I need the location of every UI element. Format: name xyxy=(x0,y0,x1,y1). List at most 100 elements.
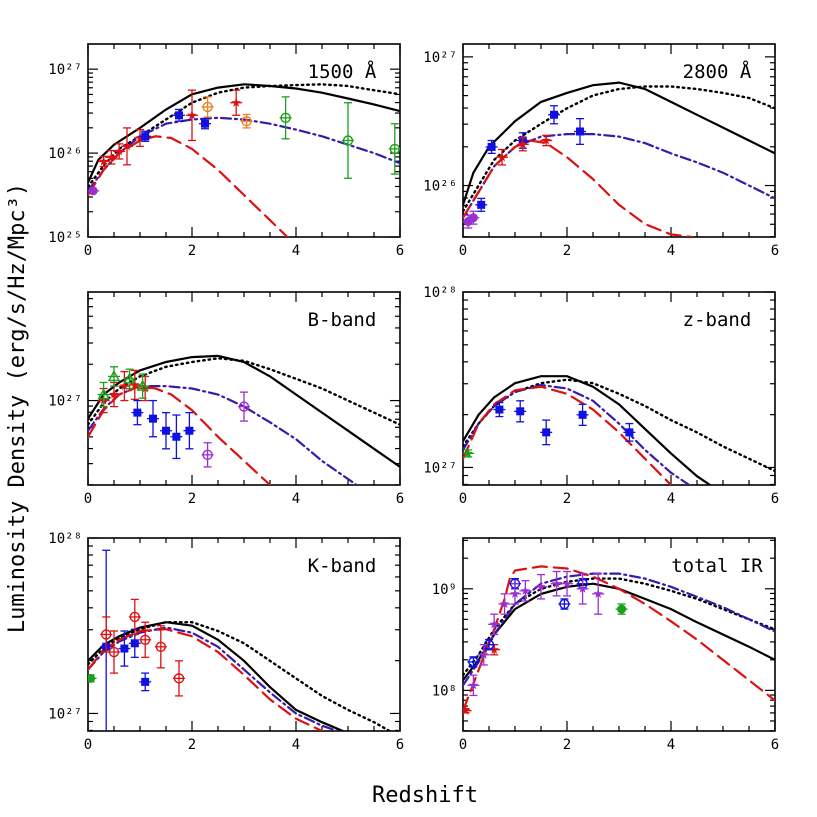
data-point xyxy=(489,644,499,654)
x-tick-label: 2 xyxy=(188,243,196,259)
panel-2: 0 2 4 6 10²⁶ 10²⁷ 2800 Å xyxy=(423,43,779,259)
x-tick-label: 6 xyxy=(771,737,779,753)
panel-5: 0 2 4 6 10²⁷ 10²⁸ K-band xyxy=(48,531,404,753)
model-curves xyxy=(463,375,775,485)
data-point xyxy=(187,110,197,120)
model-curve-dotted xyxy=(88,621,391,731)
data-point xyxy=(479,649,489,659)
data-point xyxy=(625,428,634,437)
data-point xyxy=(108,646,120,658)
panel-title: z-band xyxy=(683,309,752,331)
data-point xyxy=(109,389,119,399)
data-point xyxy=(518,139,528,149)
data-point xyxy=(130,639,139,648)
data-point xyxy=(97,388,110,400)
data-point xyxy=(495,405,504,414)
x-tick-label: 6 xyxy=(396,243,404,259)
model-curve-solid xyxy=(463,81,775,206)
y-tick-label: 10²⁷ xyxy=(48,62,82,78)
model-curve-dashdot xyxy=(88,626,339,731)
panel-title: K-band xyxy=(308,555,377,577)
data-point xyxy=(202,449,213,461)
panel-3: 0 2 4 6 10²⁷ B-band xyxy=(48,291,404,507)
data-point xyxy=(123,372,136,384)
data-point xyxy=(468,656,479,668)
data-point xyxy=(140,383,150,393)
model-curves xyxy=(463,565,775,712)
model-curve-dashdot xyxy=(463,383,692,485)
data-point xyxy=(202,101,213,113)
data-point xyxy=(576,127,584,136)
data-point xyxy=(499,599,510,609)
data-point xyxy=(114,146,124,156)
model-curve-dotted xyxy=(88,83,400,188)
model-curve-dashed xyxy=(463,385,673,485)
data-point xyxy=(106,152,117,162)
x-axis-label: Redshift xyxy=(372,783,478,808)
data-point xyxy=(468,680,479,690)
data-point xyxy=(129,611,141,623)
x-tick-label: 0 xyxy=(84,737,92,753)
x-tick-label: 4 xyxy=(667,243,675,259)
data-point xyxy=(541,135,551,145)
data-point xyxy=(497,152,507,162)
x-tick-label: 4 xyxy=(292,737,300,753)
data-points xyxy=(88,549,185,731)
x-tick-label: 0 xyxy=(459,491,467,507)
panel-title: 2800 Å xyxy=(683,60,752,83)
data-point xyxy=(510,588,520,598)
model-curve-solid xyxy=(463,375,712,485)
model-curve-dotted xyxy=(463,85,775,213)
data-point xyxy=(122,141,132,151)
data-points xyxy=(463,570,628,715)
x-tick-label: 2 xyxy=(563,737,571,753)
data-point xyxy=(130,379,140,389)
data-point xyxy=(477,200,486,209)
x-tick-label: 4 xyxy=(667,491,675,507)
panel-4: 0 2 4 6 10²⁷ 10²⁸ z-band xyxy=(423,285,779,507)
data-point xyxy=(489,619,499,629)
y-tick-label: 10⁸ xyxy=(432,683,457,699)
model-curve-solid xyxy=(88,621,344,731)
x-tick-label: 0 xyxy=(84,491,92,507)
data-point xyxy=(231,97,241,107)
data-point xyxy=(100,629,112,640)
x-tick-label: 4 xyxy=(292,243,300,259)
data-point xyxy=(577,583,588,593)
y-tick-label: 10²⁷ xyxy=(423,50,457,66)
data-point xyxy=(133,408,142,417)
data-point xyxy=(172,432,181,441)
data-point xyxy=(520,585,531,595)
data-point xyxy=(88,673,96,683)
data-points xyxy=(88,89,400,196)
x-tick-label: 4 xyxy=(667,737,675,753)
panel-1: 0 2 4 6 10²⁵ 10²⁶ 10²⁷ 1500 Å xyxy=(48,43,404,259)
data-point xyxy=(88,186,98,196)
y-axis-label: Luminosity Density (erg/s/Hz/Mpc³) xyxy=(5,183,30,633)
model-curve-dashed xyxy=(463,139,693,237)
model-curve-dashed xyxy=(88,628,324,731)
x-tick-label: 6 xyxy=(771,243,779,259)
panel-title: total IR xyxy=(671,555,763,577)
model-curve-dotted xyxy=(463,577,775,677)
x-tick-label: 6 xyxy=(396,737,404,753)
data-point xyxy=(149,414,157,423)
data-point xyxy=(562,578,572,588)
model-curve-dashed xyxy=(88,135,313,237)
x-tick-label: 2 xyxy=(563,491,571,507)
data-point xyxy=(559,598,570,610)
data-point xyxy=(617,604,627,614)
data-point xyxy=(578,410,587,419)
model-curves xyxy=(463,81,775,237)
data-point xyxy=(175,111,183,120)
data-point xyxy=(139,634,151,645)
x-tick-label: 2 xyxy=(188,491,196,507)
x-tick-label: 6 xyxy=(396,491,404,507)
data-point xyxy=(136,379,149,391)
x-tick-label: 0 xyxy=(459,243,467,259)
data-point xyxy=(536,581,546,591)
y-tick-label: 10²⁷ xyxy=(48,706,82,722)
data-point xyxy=(120,644,129,653)
model-curves xyxy=(88,621,391,731)
